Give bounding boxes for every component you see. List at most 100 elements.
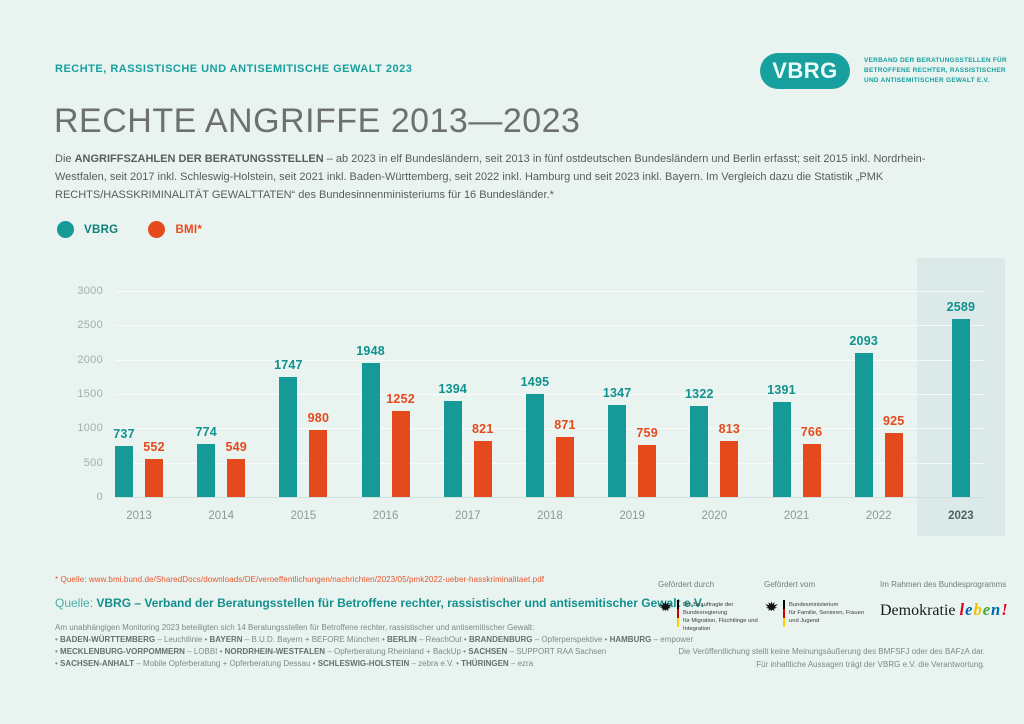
vbrg-bar-2014: [197, 443, 216, 497]
y-tick-label-1500: 1500: [77, 388, 103, 400]
x-tick-label-2020: 2020: [701, 510, 728, 522]
vbrg-value-label-2018: 1495: [520, 375, 550, 390]
demokratie-leben-logo: Demokratie leben!: [880, 600, 1009, 620]
vbrg-value-label-2017: 1394: [438, 382, 468, 397]
leben-letter: l: [959, 600, 966, 619]
x-tick-label-2023: 2023: [948, 510, 974, 522]
bmi-bar-2016: [391, 411, 410, 497]
vbrg-legend-dot-icon: [57, 221, 74, 238]
legend-label-vbrg: VBRG: [84, 223, 119, 236]
bmi-value-label-2016: 1252: [386, 392, 415, 407]
bmi-source-footnote: * Quelle: www.bmi.bund.de/SharedDocs/dow…: [55, 575, 545, 584]
vbrg-bar-2019: [608, 404, 627, 497]
monitoring-line: • MECKLENBURG-VORPOMMERN – LOBBI • NORDR…: [55, 647, 607, 656]
vbrg-bar-column-2023: 2589: [947, 300, 975, 497]
vbrg-source-line: Quelle: VBRG – Verband der Beratungsstel…: [55, 596, 704, 610]
year-group-2018: 1495 871 2018: [521, 291, 576, 522]
bmi-bar-column-2020: 813: [719, 422, 740, 497]
vbrg-bar-column-2021: 1391: [767, 383, 796, 497]
bmi-bar-column-2019: 759: [636, 426, 658, 497]
leben-letter: e: [982, 600, 992, 619]
gridline-3000: [115, 291, 985, 292]
vbrg-logo-subtitle-line: VERBAND DER BERATUNGSSTELLEN FÜR: [864, 57, 1007, 65]
year-group-2014: 774 549 2014: [195, 291, 247, 522]
funding-col-programm: Im Rahmen des Bundesprogramms Demokratie…: [880, 580, 1009, 620]
leben-letter: b: [973, 600, 983, 619]
disclaimer-line: Für inhaltliche Aussagen trägt der VBRG …: [756, 659, 985, 669]
federal-eagle-icon: [658, 600, 673, 618]
year-group-2020: 1322 813 2020: [685, 291, 740, 522]
bmi-bar-column-2014: 549: [225, 440, 247, 497]
intro-paragraph: Die ANGRIFFSZAHLEN DER BERATUNGSSTELLEN …: [55, 153, 926, 201]
gridline-500: [115, 462, 985, 464]
vbrg-bar-column-2020: 1322: [685, 387, 713, 497]
x-tick-label-2013: 2013: [126, 510, 152, 522]
year-group-2019: 1347 759 2019: [603, 291, 658, 522]
gridline-1500: [115, 394, 985, 395]
org-name-line: Die Beauftragte der Bundesregierung: [683, 602, 734, 617]
vbrg-bar-column-2017: 1394: [438, 382, 467, 497]
bmi-value-label-2022: 925: [882, 414, 905, 429]
gridline-1000: [115, 428, 985, 430]
vbrg-logo-subtitle-line: UND ANTISEMITISCHER GEWALT E.V.: [864, 76, 990, 84]
vbrg-value-label-2013: 737: [113, 427, 135, 442]
monitoring-line: • SACHSEN-ANHALT – Mobile Opferberatung …: [55, 659, 534, 668]
bmi-bar-2014: [227, 459, 246, 497]
vbrg-bar-column-2013: 737: [113, 427, 135, 497]
vbrg-bar-column-2015: 1747: [274, 358, 302, 497]
bmi-bar-2017: [473, 440, 492, 497]
leben-letter: e: [965, 600, 974, 619]
year-group-2021: 1391 766 2021: [767, 291, 822, 523]
monitoring-line: • BADEN-WÜRTTEMBERG – Leuchtlinie • BAYE…: [55, 635, 694, 644]
vbrg-bar-column-2019: 1347: [603, 386, 631, 497]
bmi-bar-column-2021: 766: [801, 425, 822, 497]
vbrg-bar-2015: [279, 377, 298, 497]
leben-letter: n: [991, 600, 1002, 619]
bmi-bar-2015: [309, 429, 328, 497]
funding-logos: Gefördert durch Die Beauftragte der Bund…: [658, 580, 1009, 633]
disclaimer-line: Die Veröffentlichung stellt keine Meinun…: [678, 647, 985, 656]
vbrg-logo-subtitle: VERBAND DER BERATUNGSSTELLEN FÜR BETROFF…: [864, 56, 1007, 85]
demokratie-word: Demokratie: [880, 602, 960, 619]
bmi-bar-column-2015: 980: [308, 411, 329, 497]
year-group-2015: 1747 980 2015: [274, 291, 329, 522]
bmi-bar-2018: [555, 437, 574, 497]
year-group-2022: 2093 925 2022: [849, 291, 905, 522]
vbrg-value-label-2019: 1347: [602, 385, 632, 400]
vbrg-bar-2016: [361, 363, 380, 497]
x-tick-label-2021: 2021: [783, 510, 810, 522]
bmi-value-label-2013: 552: [143, 440, 165, 455]
bundesministerium-familie-logo: Bundesministerium für Familie, Senioren,…: [764, 600, 880, 627]
vbrg-bar-column-2022: 2093: [849, 334, 878, 497]
bundesregierung-migration-logo: Die Beauftragte der Bundesregierung für …: [658, 600, 764, 633]
leben-letter: !: [1001, 600, 1009, 619]
bmi-value-label-2017: 821: [472, 421, 494, 436]
org-name: Bundesministerium für Familie, Senioren,…: [789, 600, 864, 625]
y-tick-label-500: 500: [83, 456, 103, 469]
vbrg-value-label-2022: 2093: [849, 334, 878, 349]
source-prefix: Quelle:: [55, 596, 97, 610]
funding-label: Gefördert vom: [764, 580, 816, 589]
monitoring-notes: Am unabhängigen Monitoring 2023 beteilig…: [55, 622, 693, 670]
legend-item-vbrg: VBRG: [57, 221, 118, 238]
vbrg-bar-2022: [854, 353, 873, 497]
org-name-line: für Familie, Senioren, Frauen: [789, 610, 865, 617]
y-tick-label-3000: 3000: [77, 285, 103, 297]
vbrg-bar-column-2016: 1948: [356, 344, 385, 497]
x-tick-label-2018: 2018: [537, 510, 563, 522]
page-title: RECHTE ANGRIFFE 2013—2023: [54, 102, 581, 140]
bmi-bar-column-2022: 925: [882, 414, 905, 497]
org-name-line: für Migration, Flüchtlinge und: [683, 618, 758, 625]
bmi-bar-2022: [884, 433, 903, 497]
vbrg-value-label-2015: 1747: [274, 358, 303, 373]
vbrg-logo-pill: VBRG: [760, 53, 850, 89]
y-tick-label-2000: 2000: [77, 353, 103, 366]
vbrg-logo: VBRG VERBAND DER BERATUNGSSTELLEN FÜR BE…: [760, 53, 1007, 89]
bmi-bar-2019: [638, 444, 657, 497]
bmi-bar-column-2018: 871: [554, 418, 575, 497]
bmi-bar-2021: [802, 444, 821, 497]
vbrg-value-label-2016: 1948: [356, 344, 385, 359]
vbrg-value-label-2020: 1322: [685, 387, 714, 402]
x-tick-label-2015: 2015: [290, 510, 317, 522]
german-flag-stripe-icon: [677, 600, 679, 627]
